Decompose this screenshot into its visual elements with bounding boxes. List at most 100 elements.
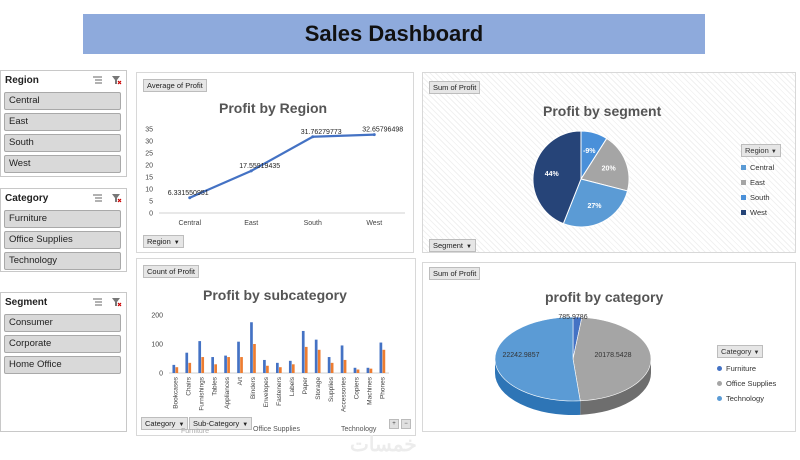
legend-field-button[interactable]: Region ▼ — [741, 144, 781, 157]
x-tick-label: Art — [237, 377, 244, 386]
legend-item: Office Supplies — [717, 376, 776, 391]
legend-item: Furniture — [717, 361, 776, 376]
pie-slice — [532, 130, 582, 225]
segment-pie-chart: -9% 20% 27% 44% — [532, 130, 630, 228]
dropdown-arrow-icon: ▼ — [466, 244, 472, 250]
pie-side-wall — [495, 359, 581, 415]
bar — [382, 349, 386, 373]
clear-filter-icon[interactable] — [111, 193, 122, 203]
x-tick-label: Bookcases — [172, 376, 179, 409]
bar — [214, 364, 217, 373]
y-tick-label: 20 — [145, 163, 153, 170]
bar — [240, 357, 243, 373]
legend-item: West — [741, 205, 781, 220]
y-tick-label: 0 — [159, 371, 163, 378]
pie-slice — [562, 178, 629, 228]
clear-filter-icon[interactable] — [111, 75, 122, 85]
slice-label: 27% — [588, 203, 603, 210]
value-field-button[interactable]: Sum of Profit — [429, 81, 481, 94]
slicer-item-technology[interactable]: Technology — [4, 252, 121, 270]
slicer-item-east[interactable]: East — [4, 113, 121, 131]
group-label-technology: Technology — [341, 426, 377, 433]
bar — [369, 368, 373, 373]
y-tick-label: 100 — [151, 342, 163, 349]
slicer-item-west[interactable]: West — [4, 155, 121, 173]
slicer-item-corporate[interactable]: Corporate — [4, 335, 121, 353]
slicer-title: Region — [5, 74, 39, 86]
bar — [172, 364, 176, 373]
region-line-chart: 0 5 10 15 20 25 30 35 6.331550951 17.55919435 31.7… — [145, 127, 405, 227]
multi-select-icon[interactable] — [92, 75, 103, 85]
dashboard-title: Sales Dashboard — [304, 21, 484, 46]
x-tick-label: Central — [178, 220, 201, 227]
data-point — [372, 133, 376, 137]
slicer-item-office-supplies[interactable]: Office Supplies — [4, 231, 121, 249]
slicer-title: Segment — [5, 296, 48, 308]
multi-select-icon[interactable] — [92, 193, 103, 203]
bar — [356, 369, 360, 373]
y-tick-label: 200 — [151, 313, 163, 320]
chart-title: profit by category — [545, 289, 664, 305]
legend-swatch — [741, 180, 746, 185]
bar — [314, 339, 318, 373]
bar — [279, 367, 282, 373]
value-field-button[interactable]: Sum of Profit — [429, 267, 481, 280]
category-chart-panel: Sum of Profit profit by category 785.978… — [422, 262, 796, 432]
bar — [366, 367, 370, 373]
slice-label: 44% — [545, 171, 560, 178]
legend-swatch — [717, 381, 722, 386]
bar — [330, 362, 334, 373]
field-button-label: Category — [145, 419, 176, 428]
x-tick-label: Furnishings — [198, 376, 205, 410]
bar — [253, 344, 256, 373]
legend-swatch — [717, 396, 722, 401]
slicer-item-home-office[interactable]: Home Office — [4, 356, 121, 374]
slicer-item-furniture[interactable]: Furniture — [4, 210, 121, 228]
bar — [317, 349, 321, 373]
dropdown-arrow-icon: ▼ — [753, 350, 760, 356]
slice-label: 20178.5428 — [595, 352, 632, 359]
field-button-label: Region — [147, 237, 171, 246]
region-chart-panel: Average of Profit Profit by Region 0 5 10 1… — [136, 72, 414, 253]
x-tick-label: South — [304, 220, 322, 227]
collapse-button[interactable]: − — [401, 419, 411, 429]
multi-select-icon[interactable] — [92, 297, 103, 307]
bar — [291, 364, 295, 373]
data-label: 17.55919435 — [239, 163, 280, 170]
value-field-button[interactable]: Average of Profit — [143, 79, 207, 92]
legend-field-button[interactable]: Category ▼ — [717, 345, 764, 358]
dropdown-arrow-icon: ▼ — [178, 422, 185, 428]
segment-chart-panel: Sum of Profit Profit by segment -9% 20% 27… — [422, 72, 796, 253]
y-tick-label: 10 — [145, 187, 153, 194]
legend-item: Central — [741, 160, 781, 175]
slicer-item-consumer[interactable]: Consumer — [4, 314, 121, 332]
expand-button[interactable]: + — [389, 419, 399, 429]
legend-item: Technology — [717, 391, 776, 406]
slicer-item-central[interactable]: Central — [4, 92, 121, 110]
segment-field-button[interactable]: Segment ▼ — [429, 239, 476, 252]
bar — [379, 342, 383, 373]
bar — [304, 346, 308, 373]
x-tick-label: Copiers — [354, 376, 361, 399]
y-tick-label: 15 — [145, 175, 153, 182]
dropdown-arrow-icon: ▼ — [242, 422, 249, 428]
bar — [175, 367, 179, 373]
slicer-item-south[interactable]: South — [4, 134, 121, 152]
bar — [343, 359, 347, 373]
subcategory-field-button[interactable]: Sub-Category ▼ — [189, 417, 253, 430]
slice-label: 785.9786 — [558, 314, 587, 321]
x-tick-label: Accessories — [341, 376, 348, 412]
x-tick-label: Fasteners — [276, 376, 283, 406]
region-field-button[interactable]: Region ▼ — [143, 235, 184, 248]
bar — [201, 357, 205, 373]
category-field-button[interactable]: Category ▼ — [141, 417, 189, 430]
y-tick-label: 30 — [145, 139, 153, 146]
data-point — [188, 196, 192, 200]
value-field-button[interactable]: Count of Profit — [143, 265, 199, 278]
x-tick-label: Binders — [250, 376, 257, 399]
bar — [288, 360, 292, 373]
clear-filter-icon[interactable] — [111, 297, 122, 307]
x-tick-label: Tables — [211, 376, 218, 396]
slice-label: -9% — [583, 148, 596, 155]
y-tick-label: 35 — [145, 127, 153, 134]
